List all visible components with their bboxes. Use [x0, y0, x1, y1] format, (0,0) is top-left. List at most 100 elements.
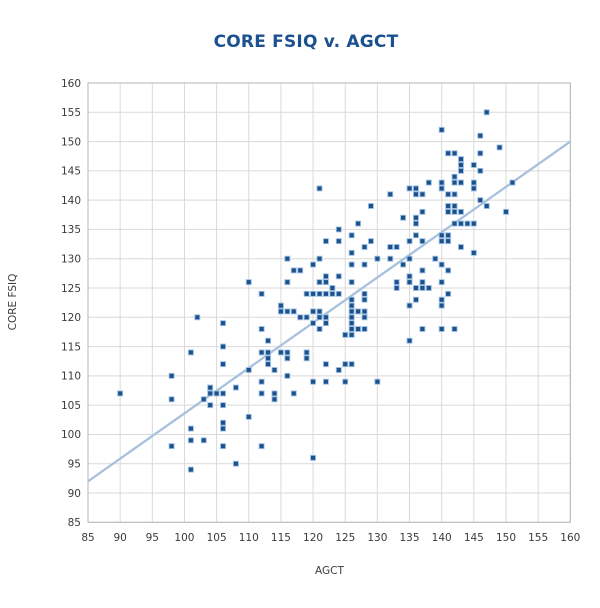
data-point: [477, 197, 484, 204]
y-axis-title: CORE FSIQ: [7, 273, 19, 331]
data-point: [329, 285, 336, 291]
data-point: [451, 326, 458, 332]
data-point: [470, 162, 477, 168]
data-point: [284, 279, 291, 286]
data-point: [438, 185, 445, 192]
x-tick-label: 140: [432, 532, 452, 544]
data-point: [438, 296, 445, 303]
data-point: [470, 220, 477, 227]
data-point: [470, 249, 477, 256]
data-point: [271, 390, 278, 397]
data-point: [458, 179, 464, 186]
data-point: [374, 378, 381, 385]
data-point: [316, 308, 323, 315]
data-point: [322, 290, 329, 297]
data-point: [361, 296, 368, 303]
data-point: [284, 349, 291, 356]
data-point: [194, 314, 201, 321]
data-point: [438, 232, 445, 239]
data-point: [445, 232, 452, 239]
data-point: [361, 314, 368, 321]
data-point: [413, 285, 419, 291]
x-tick-label: 125: [335, 532, 355, 544]
x-tick-label: 115: [271, 532, 291, 544]
data-point: [438, 302, 445, 309]
data-point: [284, 255, 291, 262]
data-point: [393, 244, 400, 250]
data-point: [483, 109, 490, 116]
data-point: [220, 443, 226, 450]
data-point: [277, 308, 284, 315]
data-point: [265, 349, 272, 356]
data-point: [168, 396, 175, 403]
data-point: [271, 367, 278, 373]
data-point: [200, 396, 207, 403]
data-point: [297, 314, 304, 321]
data-point: [220, 343, 226, 350]
data-point: [316, 326, 323, 332]
data-point: [393, 285, 400, 291]
data-point: [335, 290, 342, 297]
data-point: [258, 290, 265, 297]
data-point: [445, 290, 452, 297]
data-point: [220, 402, 226, 409]
data-point: [361, 290, 368, 297]
data-point: [413, 185, 419, 192]
data-point: [413, 296, 419, 303]
data-point: [458, 244, 464, 250]
data-point: [322, 238, 329, 245]
data-point: [310, 320, 317, 327]
y-tick-label: 95: [68, 459, 81, 471]
data-point: [297, 267, 304, 274]
data-point: [245, 367, 252, 373]
data-point: [207, 390, 214, 397]
data-point: [220, 390, 226, 397]
data-point: [232, 384, 239, 391]
data-point: [464, 220, 471, 227]
x-tick-label: 135: [400, 532, 420, 544]
data-point: [458, 156, 464, 163]
data-point: [271, 396, 278, 403]
data-point: [348, 296, 355, 303]
data-point: [406, 238, 413, 245]
y-tick-label: 125: [61, 283, 81, 295]
data-point: [348, 320, 355, 327]
data-point: [348, 314, 355, 321]
x-tick-label: 120: [303, 532, 323, 544]
data-point: [361, 308, 368, 315]
data-point: [290, 267, 297, 274]
data-point: [413, 220, 419, 227]
y-tick-label: 100: [61, 429, 81, 441]
y-tick-label: 115: [61, 341, 81, 353]
y-tick-label: 160: [61, 78, 81, 90]
x-tick-label: 105: [207, 532, 227, 544]
data-point: [245, 279, 252, 286]
data-point: [168, 443, 175, 450]
data-point: [445, 150, 452, 157]
plot-border: [87, 82, 571, 523]
data-point: [419, 208, 426, 215]
data-point: [451, 179, 458, 186]
data-point: [470, 179, 477, 186]
data-point: [310, 290, 317, 297]
data-point: [406, 302, 413, 309]
data-point: [342, 331, 349, 338]
data-point: [348, 249, 355, 256]
data-point: [322, 314, 329, 321]
data-point: [335, 238, 342, 245]
data-point: [483, 203, 490, 209]
data-point: [316, 255, 323, 262]
data-point: [355, 220, 362, 227]
data-point: [316, 314, 323, 321]
data-point: [451, 173, 458, 180]
data-point: [348, 361, 355, 368]
data-point: [277, 302, 284, 309]
chart-title: CORE FSIQ v. AGCT: [213, 32, 399, 52]
data-point: [348, 326, 355, 332]
data-point: [458, 220, 464, 227]
data-point: [322, 273, 329, 280]
data-point: [445, 267, 452, 274]
data-point: [310, 308, 317, 315]
data-point: [322, 279, 329, 286]
